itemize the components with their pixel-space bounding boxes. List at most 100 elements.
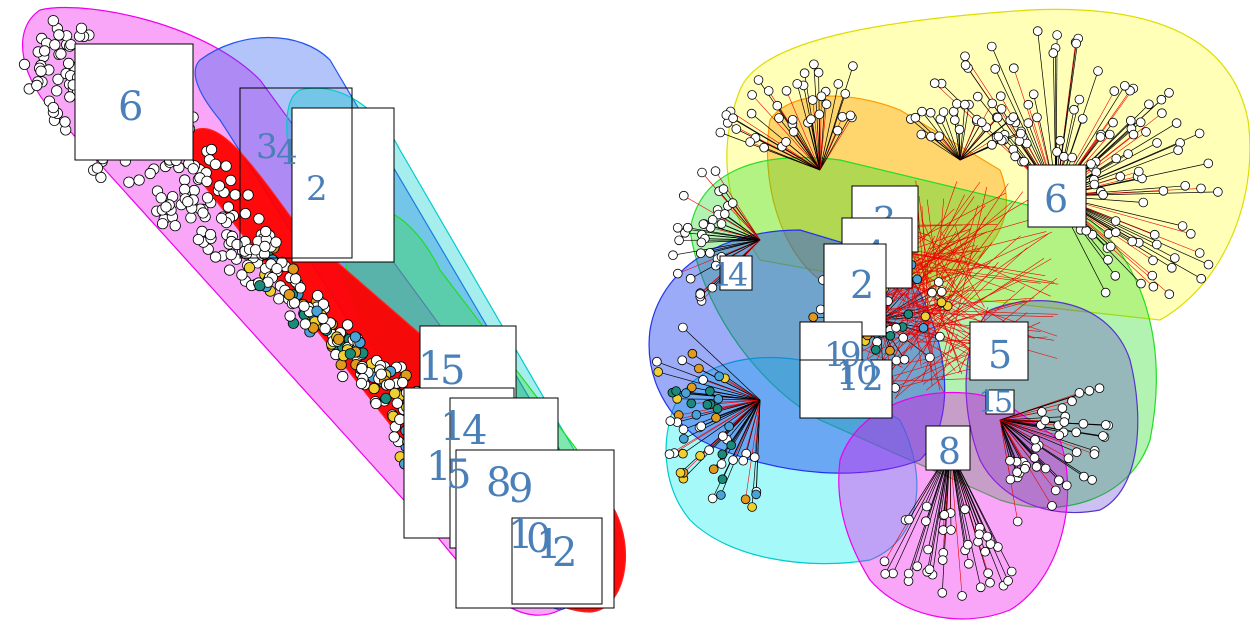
cluster-label-1: 1 bbox=[712, 256, 732, 294]
node bbox=[1059, 417, 1070, 427]
node bbox=[672, 223, 683, 233]
label-box bbox=[511, 517, 603, 605]
node bbox=[912, 561, 922, 572]
edge bbox=[999, 419, 1077, 453]
node bbox=[707, 493, 718, 504]
node bbox=[840, 89, 851, 99]
node bbox=[963, 539, 973, 550]
edge bbox=[912, 333, 945, 393]
node bbox=[1062, 480, 1072, 491]
node bbox=[270, 236, 282, 248]
node bbox=[294, 282, 307, 294]
edge bbox=[778, 117, 821, 171]
label-box bbox=[985, 389, 1015, 415]
cluster-label-1: 1 bbox=[824, 335, 846, 375]
node bbox=[1095, 132, 1106, 142]
node bbox=[707, 282, 718, 293]
node bbox=[1077, 114, 1088, 124]
edge bbox=[698, 368, 761, 401]
node bbox=[821, 99, 832, 109]
node bbox=[35, 65, 47, 77]
node bbox=[260, 225, 272, 238]
cluster-label-2: 2 bbox=[552, 530, 577, 576]
node bbox=[746, 108, 757, 119]
edge bbox=[999, 419, 1037, 449]
node bbox=[675, 467, 686, 478]
node bbox=[1157, 108, 1167, 118]
right-cluster-labels: 6 3 4 2 1 4 1 9 1 0 1 2 5 1 5 8 bbox=[712, 164, 1087, 473]
node bbox=[974, 529, 985, 540]
node bbox=[1173, 145, 1183, 156]
node bbox=[1089, 449, 1100, 459]
node bbox=[1110, 270, 1121, 281]
edge bbox=[959, 116, 1014, 161]
node bbox=[1120, 81, 1130, 91]
node bbox=[368, 382, 380, 395]
node bbox=[209, 158, 222, 170]
node bbox=[799, 68, 810, 78]
edge bbox=[732, 202, 761, 241]
edge bbox=[999, 419, 1095, 452]
node bbox=[1059, 151, 1069, 162]
node bbox=[388, 431, 400, 443]
edge bbox=[942, 186, 988, 380]
node bbox=[47, 15, 59, 27]
edge bbox=[959, 117, 998, 161]
edge bbox=[999, 419, 1104, 437]
node bbox=[396, 376, 409, 389]
edge bbox=[907, 308, 942, 337]
edge bbox=[687, 227, 761, 241]
edge bbox=[999, 419, 1060, 436]
node bbox=[1103, 254, 1113, 265]
edge bbox=[950, 333, 958, 354]
node bbox=[202, 192, 214, 204]
node bbox=[213, 180, 225, 192]
node bbox=[814, 109, 825, 120]
node bbox=[283, 289, 295, 301]
cluster-label-1: 1 bbox=[508, 512, 533, 558]
node bbox=[891, 322, 901, 333]
node bbox=[1108, 117, 1118, 128]
node bbox=[774, 113, 784, 123]
node bbox=[1029, 452, 1040, 463]
node bbox=[954, 124, 965, 135]
edge bbox=[999, 419, 1064, 433]
node bbox=[1008, 63, 1019, 73]
edge bbox=[999, 419, 1041, 426]
node bbox=[698, 219, 709, 229]
node bbox=[1048, 48, 1059, 58]
node bbox=[987, 140, 997, 150]
edge bbox=[959, 119, 978, 161]
node bbox=[917, 106, 927, 117]
edge bbox=[999, 419, 1056, 491]
node bbox=[716, 459, 727, 469]
node bbox=[707, 215, 718, 225]
node bbox=[946, 525, 956, 535]
node bbox=[763, 86, 774, 96]
edge bbox=[658, 371, 761, 401]
left-network-panel: 6 3 4 2 1 5 1 4 1 5 8 9 1 0 1 2 bbox=[18, 7, 627, 616]
node bbox=[1005, 455, 1015, 466]
node bbox=[1078, 418, 1089, 429]
node bbox=[833, 79, 844, 89]
node bbox=[1177, 221, 1188, 231]
node bbox=[1040, 415, 1050, 426]
node bbox=[726, 440, 736, 451]
node bbox=[697, 167, 707, 178]
node bbox=[253, 213, 265, 225]
node bbox=[952, 99, 962, 109]
edge bbox=[812, 99, 821, 171]
node bbox=[64, 91, 76, 103]
node bbox=[1126, 115, 1136, 126]
node bbox=[695, 450, 705, 461]
node bbox=[665, 416, 676, 426]
edge bbox=[959, 122, 983, 161]
cluster-label-4: 4 bbox=[462, 408, 487, 454]
node bbox=[653, 367, 663, 377]
node bbox=[243, 262, 256, 274]
node bbox=[872, 337, 882, 347]
cluster-label-5: 5 bbox=[440, 348, 465, 394]
cluster-label-1: 1 bbox=[836, 353, 858, 393]
node bbox=[980, 546, 990, 557]
edge bbox=[669, 399, 761, 455]
